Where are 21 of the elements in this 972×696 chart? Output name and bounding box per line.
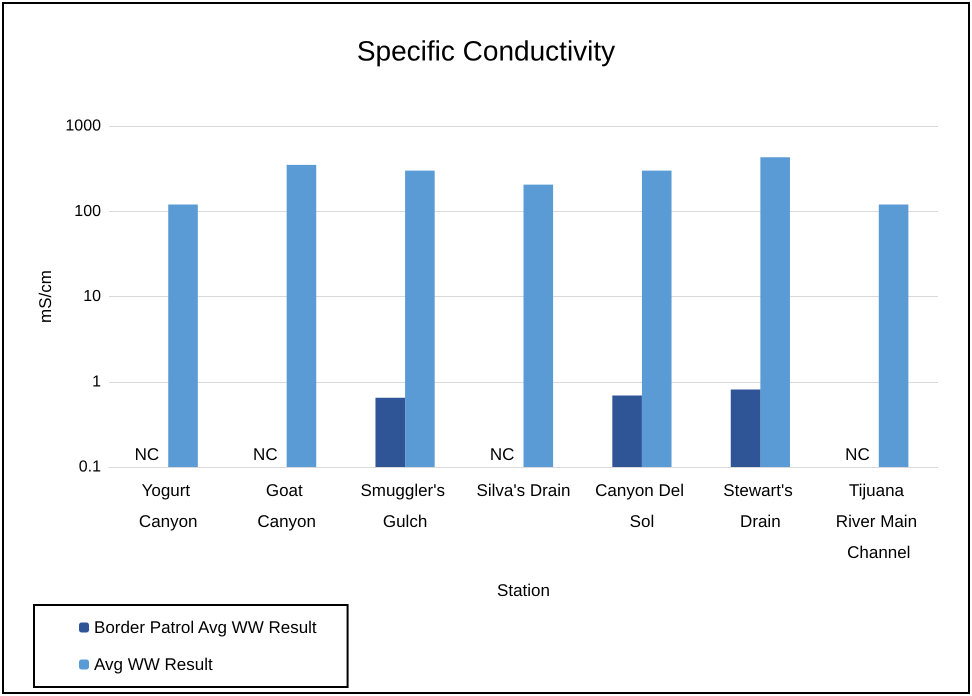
legend-label: Avg WW Result — [94, 655, 213, 674]
x-axis-title: Station — [497, 581, 550, 600]
x-tick-label: Smuggler's Gulch — [360, 481, 450, 531]
annotation: NC — [134, 445, 160, 464]
x-tick-label: Canyon Del Sol — [595, 481, 689, 531]
x-tick-label: Tijuana River Main Channel — [836, 481, 922, 562]
x-tick-label: Stewart's Drain — [723, 481, 798, 531]
chart-title: Specific Conductivity — [356, 36, 616, 66]
legend-label: Border Patrol Avg WW Result — [94, 618, 317, 637]
annotation: NC — [253, 445, 278, 464]
y-tick-label: 1000 — [65, 118, 102, 134]
x-tick-label: Yogurt Canyon — [138, 481, 198, 531]
y-axis-title: mS/cm — [36, 270, 55, 323]
y-tick-label: 0.1 — [78, 458, 102, 476]
x-tick-label: Silva's Drain — [476, 481, 570, 500]
annotation: NC — [490, 445, 514, 464]
x-tick-label: Goat Canyon — [257, 481, 316, 531]
y-tick-label: 1 — [92, 373, 102, 390]
y-tick-label: 100 — [74, 202, 102, 220]
annotation: NC — [845, 445, 870, 464]
y-tick-label: 10 — [83, 288, 102, 305]
